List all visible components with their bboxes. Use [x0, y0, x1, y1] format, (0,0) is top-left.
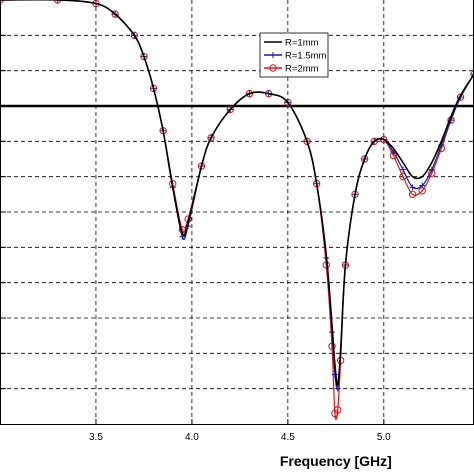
legend-label: R=1mm [285, 38, 319, 49]
data-point [409, 184, 416, 191]
data-point [130, 31, 139, 40]
data-point [54, 0, 61, 3]
data-point [334, 406, 342, 414]
data-point [360, 155, 369, 163]
series-layer [0, 0, 474, 420]
data-point [284, 98, 292, 107]
legend-item: R=1mm [264, 38, 319, 49]
data-point [245, 89, 254, 98]
x-tick-label: 3.5 [89, 432, 103, 443]
data-point [303, 137, 311, 146]
x-tick-label: 4.5 [281, 432, 295, 443]
x-tick-label: 5.0 [377, 432, 391, 443]
legend: R=1mm R=1.5mm R=2mm [259, 32, 329, 78]
series-line-r-1mm [0, 0, 474, 387]
data-point [471, 71, 474, 78]
x-tick-labels: 3.5 4.0 4.5 5.0 [89, 432, 391, 443]
legend-label: R=1.5mm [285, 51, 327, 62]
data-point [53, 0, 62, 4]
data-point [334, 385, 341, 392]
legend-label: R=2mm [285, 64, 319, 75]
data-point [419, 182, 426, 189]
data-point [408, 190, 417, 199]
legend-item: R=1.5mm [264, 51, 327, 62]
data-point [207, 134, 215, 142]
data-point [111, 10, 119, 18]
legend-marker [269, 64, 277, 72]
data-point [197, 162, 206, 170]
data-point [370, 137, 378, 146]
x-ticks [95, 419, 385, 424]
x-axis-title: Frequency [GHz] [280, 453, 392, 469]
data-point [328, 342, 336, 350]
data-point [226, 105, 234, 114]
data-point [428, 166, 435, 173]
data-point [399, 166, 406, 173]
legend-item: R=2mm [264, 64, 319, 75]
legend-marker [270, 52, 276, 58]
x-tick-label: 4.0 [185, 432, 199, 443]
data-point [140, 52, 148, 61]
